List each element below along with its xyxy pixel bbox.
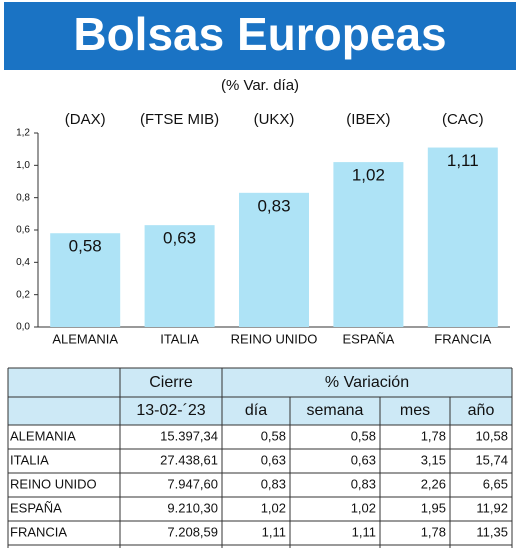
y-tick-label: 1,0 [16, 160, 30, 171]
x-tick-label: ALEMANIA [52, 331, 118, 346]
bar [50, 233, 121, 327]
table-cell: 2,26 [421, 476, 446, 491]
table-cell: 0,63 [261, 452, 286, 467]
table-cell: 15,74 [475, 452, 508, 467]
table-cell: 1,78 [421, 428, 446, 443]
row-label: REINO UNIDO [10, 476, 97, 491]
bar [239, 192, 309, 327]
x-tick-label: FRANCIA [434, 331, 491, 346]
title: Bolsas Europeas [73, 8, 446, 60]
index-label: (CAC) [442, 111, 484, 128]
y-tick-label: 0,8 [16, 192, 30, 203]
table-cell: 9.210,30 [167, 500, 218, 515]
row-label: ALEMANIA [10, 428, 76, 443]
table-cell: 0,58 [261, 428, 286, 443]
table-cell: 0,63 [351, 452, 376, 467]
table-header: % Variación [325, 374, 409, 391]
table-cell: 1,11 [262, 524, 286, 539]
table-cell: 0,83 [261, 476, 286, 491]
bar [333, 162, 404, 327]
value-label: 0,63 [163, 229, 196, 248]
table-cell: 11,92 [476, 500, 508, 515]
table-cell: 1,02 [351, 500, 376, 515]
y-tick-label: 0,0 [16, 322, 30, 333]
table-cell: 3,15 [421, 452, 446, 467]
row-label: FRANCIA [10, 524, 67, 539]
index-label: (IBEX) [346, 111, 390, 128]
table-cell: 1,95 [421, 500, 446, 515]
table-cell: 6,65 [483, 476, 508, 491]
table-cell: 0,83 [351, 476, 376, 491]
table-cell: 11,35 [476, 524, 508, 539]
index-label: (UKX) [254, 111, 295, 128]
row-label: ITALIA [10, 452, 49, 467]
table-subheader: día [245, 402, 267, 419]
row-label: ESPAÑA [10, 500, 62, 515]
table-subheader: año [468, 402, 495, 419]
table-subheader: mes [400, 402, 430, 419]
value-label: 1,02 [352, 166, 385, 185]
bar [144, 225, 215, 327]
table-cell: 0,58 [351, 428, 376, 443]
y-tick-label: 1,2 [16, 128, 30, 139]
value-label: 0,83 [257, 196, 290, 215]
index-label: (DAX) [65, 111, 106, 128]
x-tick-label: ITALIA [160, 331, 199, 346]
table-cell: 10,58 [475, 428, 508, 443]
table-subheader: 13-02-´23 [136, 402, 205, 419]
table-header: Cierre [149, 374, 193, 391]
x-tick-label: REINO UNIDO [231, 331, 318, 346]
table-cell: 1,02 [261, 500, 286, 515]
table-cell: 27.438,61 [160, 452, 218, 467]
value-label: 1,11 [447, 151, 479, 170]
x-tick-label: ESPAÑA [343, 331, 395, 346]
table-cell: 1,11 [352, 524, 376, 539]
bar [427, 147, 498, 327]
table-cell: 7.947,60 [167, 476, 218, 491]
table-cell: 7.208,59 [167, 524, 218, 539]
value-label: 0,58 [69, 237, 102, 256]
y-tick-label: 0,6 [16, 225, 30, 236]
y-tick-label: 0,4 [16, 257, 30, 268]
title-band [4, 2, 516, 70]
table-subheader: semana [307, 402, 364, 419]
table-cell: 1,78 [421, 524, 446, 539]
index-label: (FTSE MIB) [140, 111, 219, 128]
table-cell: 15.397,34 [160, 428, 218, 443]
subtitle: (% Var. día) [221, 77, 299, 94]
y-tick-label: 0,2 [16, 289, 30, 300]
